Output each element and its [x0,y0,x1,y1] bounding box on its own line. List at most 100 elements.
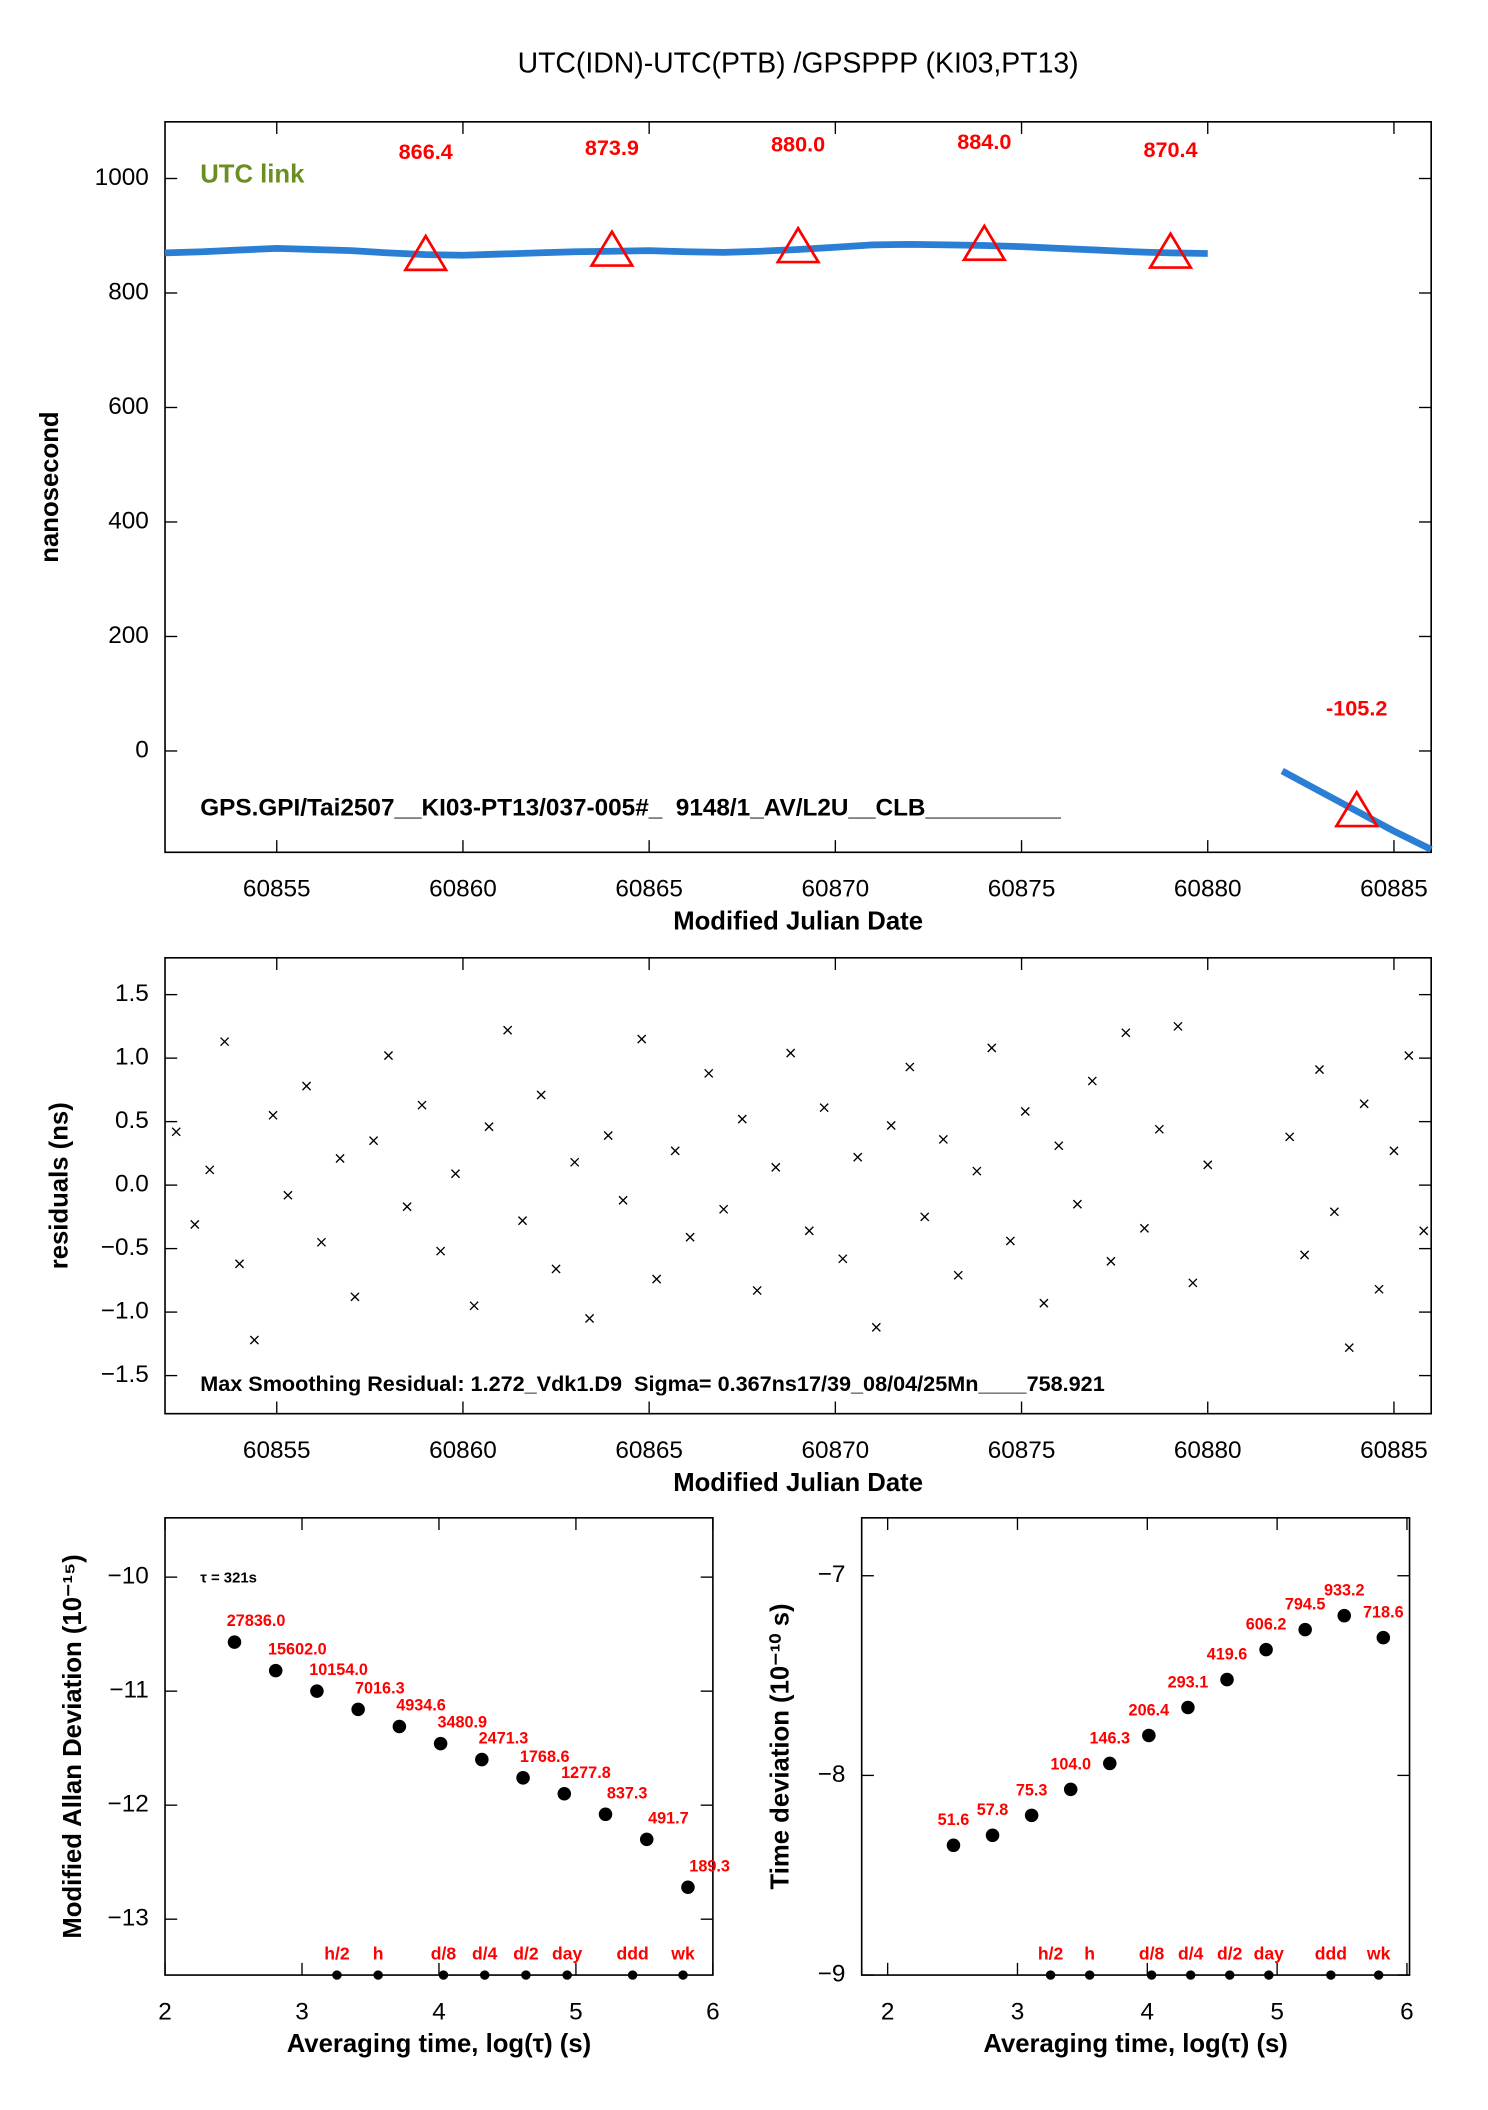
point-label: 1277.8 [561,1764,611,1782]
point [268,1663,283,1678]
point [1389,1146,1399,1156]
point [1329,1207,1339,1217]
point [953,1270,963,1280]
annotation: τ = 321s [200,1571,257,1587]
point [637,1034,647,1044]
triangle-marker [1147,231,1194,269]
y-tick-label: 600 [108,393,149,420]
point [1259,1642,1273,1657]
point [985,1828,1000,1843]
annotation: Max Smoothing Residual: 1.272_Vdk1.D9 Si… [200,1371,1105,1396]
point [618,1195,628,1205]
point [603,1131,613,1141]
point [681,1880,695,1895]
reference-dot [479,1970,490,1980]
point [557,1787,572,1801]
point [350,1292,360,1302]
point-label: 206.4 [1129,1701,1170,1719]
point [1419,1226,1429,1236]
plot-frame [860,1517,1411,1976]
point-label: 1768.6 [520,1748,570,1766]
reference-dot [678,1970,688,1980]
x-tick-label: 60875 [988,1437,1056,1464]
x-tick-label: 2 [881,1998,895,2025]
y-tick-label: −0.5 [101,1234,149,1261]
reference-dot [1045,1970,1056,1980]
x-tick-label: 2 [158,1998,172,2025]
point [551,1264,561,1274]
y-axis-label: Time deviation (10⁻¹⁰ s) [767,1603,795,1889]
point [704,1068,714,1078]
x-axis-label: Modified Julian Date [673,907,923,935]
y-tick-label: 0 [135,736,149,763]
point [310,1684,324,1698]
point [503,1025,513,1035]
x-tick-label: 60880 [1174,1437,1242,1464]
x-tick-label: 60885 [1360,1437,1428,1464]
marker-label: -105.2 [1326,695,1387,720]
point [450,1169,461,1179]
x-tick-label: 60870 [802,1437,870,1464]
triangle-marker [403,233,449,272]
point-label: 7016.3 [355,1679,405,1697]
reference-dot [1264,1970,1274,1980]
point [905,1062,915,1072]
point-label: 606.2 [1246,1616,1287,1634]
reference-dot [1084,1970,1095,1980]
point [1106,1256,1116,1266]
x-tick-label: 3 [1011,1998,1025,2025]
y-axis-label: residuals (ns) [46,1102,74,1269]
point [234,1259,245,1269]
reference-dot [1326,1970,1336,1980]
point [171,1127,181,1137]
x-axis-label: Averaging time, log(τ) (s) [983,2030,1288,2058]
reference-dot [332,1970,342,1980]
y-tick-label: −10 [108,1563,149,1590]
reference-dot [562,1970,572,1980]
reference-label: day [1254,1943,1285,1963]
reference-label: day [552,1943,583,1963]
point [1314,1065,1325,1075]
point-label: 293.1 [1168,1673,1209,1691]
point [1173,1021,1183,1031]
marker-label: 880.0 [771,131,825,156]
point [752,1285,762,1296]
triangle-marker [775,225,821,264]
point [335,1153,345,1163]
x-tick-label: 4 [432,1998,446,2025]
point [853,1152,863,1162]
point [436,1246,446,1256]
point [972,1166,982,1176]
point [220,1037,230,1047]
point [227,1635,242,1649]
reference-dot [521,1970,531,1980]
x-tick-label: 60865 [615,1437,683,1464]
reference-label: ddd [1315,1943,1347,1963]
point [819,1103,829,1113]
point [1344,1343,1354,1353]
point-label: 189.3 [689,1857,730,1875]
reference-label: h [373,1943,384,1963]
x-tick-label: 60870 [802,876,870,903]
reference-dot [1373,1970,1384,1980]
point-label: 718.6 [1363,1604,1404,1622]
point [1142,1728,1156,1743]
point [1103,1756,1117,1771]
point [886,1120,896,1130]
point [570,1157,580,1167]
reference-dot [627,1970,638,1980]
point [417,1100,427,1110]
x-tick-label: 60855 [243,1437,311,1464]
marker-label: 870.4 [1143,137,1197,162]
point [1337,1608,1352,1623]
point-label: 933.2 [1324,1582,1365,1600]
point [1024,1808,1039,1823]
y-tick-label: 0.5 [115,1107,149,1134]
x-tick-label: 6 [1400,1998,1414,2025]
y-tick-label: 0.0 [115,1171,149,1198]
y-tick-label: −1.0 [101,1298,149,1325]
reference-label: d/8 [431,1943,457,1963]
point-label: 10154.0 [309,1661,368,1679]
point-label: 75.3 [1016,1781,1048,1799]
